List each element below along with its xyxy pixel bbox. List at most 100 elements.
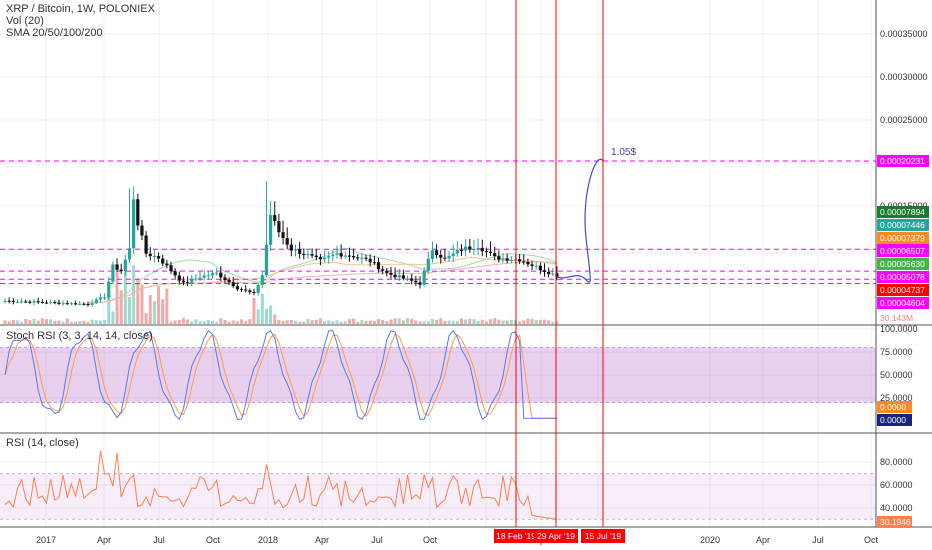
candle (239, 287, 244, 293)
candle-body (165, 263, 169, 266)
candle-body (331, 254, 335, 257)
candle-body (140, 225, 144, 236)
volume-bar (36, 320, 40, 324)
volume-bar (252, 298, 256, 324)
stoch-value-box (877, 414, 912, 426)
candle-body (277, 221, 281, 233)
candle-body (161, 258, 165, 264)
event-marker-text: 18 Feb '19 (496, 531, 536, 541)
candle-body (15, 301, 20, 303)
candle (181, 276, 186, 286)
candle-body (327, 256, 331, 258)
event-marker-box (494, 529, 538, 543)
chart-title: XRP / Bitcoin, 1W, POLONIEX (6, 3, 155, 15)
volume-bar (493, 318, 497, 324)
candle-body (32, 301, 36, 303)
candle (526, 258, 530, 268)
candle-body (480, 247, 484, 252)
candle (140, 220, 144, 241)
candle (215, 268, 219, 276)
candle-body (136, 199, 140, 226)
price-label-box (877, 219, 929, 231)
candle-body (127, 248, 132, 260)
candle (302, 248, 306, 260)
volume-bar (128, 297, 131, 324)
candle (314, 249, 318, 261)
candle-body (410, 278, 414, 281)
candle (227, 277, 231, 285)
volume-bar (161, 299, 165, 324)
candle (53, 300, 57, 305)
x-tick-label: 2018 (258, 535, 278, 545)
candle-body (78, 303, 82, 305)
candle (190, 274, 194, 287)
price-label: 0.00004604 (877, 297, 929, 309)
x-tick-label: Apr (756, 535, 770, 545)
volume-bar (53, 320, 57, 324)
stoch-value-text: 0.0000 (880, 402, 906, 412)
candle-body (435, 250, 439, 255)
candle (244, 285, 248, 293)
volume-bar (443, 320, 447, 324)
candles[interactable] (3, 181, 559, 308)
candle (493, 246, 497, 261)
candle (20, 297, 24, 304)
candle-body (194, 278, 198, 280)
horizontal-levels (0, 160, 876, 285)
volume-bar (306, 319, 310, 324)
volume-bar (314, 319, 318, 324)
sma-20-line (87, 247, 558, 304)
candle-body (132, 199, 136, 249)
candle (376, 257, 381, 273)
candle-body (443, 257, 447, 259)
candle (86, 301, 90, 307)
stoch-legend: Stoch RSI (3, 3, 14, 14, close) (6, 330, 153, 342)
candle (123, 254, 127, 276)
volume-bar (11, 320, 15, 324)
candle (3, 298, 7, 304)
candle-body (343, 255, 347, 257)
rsi-value-label: 30.1946 (877, 516, 912, 528)
volume-bar (28, 320, 32, 324)
volume-bar (90, 319, 94, 324)
volume-bar (547, 320, 551, 324)
volume-bars (3, 265, 559, 324)
candle (273, 201, 277, 226)
candle (509, 255, 513, 264)
volume-bar (418, 321, 422, 324)
volume-bar (198, 321, 202, 324)
candle-body (256, 284, 260, 293)
candle-body (551, 273, 555, 275)
candle (107, 276, 111, 301)
x-tick-label: Jul (371, 535, 383, 545)
axis-labels: 2017AprJulOct2018AprJulOctAprJul2020AprJ… (36, 29, 929, 545)
candle-body (111, 264, 115, 282)
volume-bar (335, 320, 339, 324)
candle (49, 299, 53, 305)
candle (405, 275, 410, 282)
candle-body (244, 289, 248, 291)
stoch-d-line (4, 333, 557, 419)
candle-body (335, 253, 339, 255)
price-label: 0.00007446 (877, 219, 929, 231)
candle-body (306, 254, 310, 256)
candle-body (534, 265, 538, 267)
volume-bar (327, 320, 331, 324)
candle (538, 262, 542, 275)
candle-body (522, 261, 526, 263)
candle (235, 282, 239, 292)
candle (343, 251, 347, 259)
candle (322, 250, 327, 263)
candle (248, 288, 252, 295)
candle (360, 252, 364, 264)
volume-bar (302, 321, 306, 324)
volume-bar (460, 318, 463, 324)
volume-bar (294, 320, 297, 324)
volume-bar (331, 321, 335, 324)
candle-body (227, 280, 231, 283)
stoch-value-text: 0.0000 (880, 415, 906, 425)
candle (518, 254, 522, 265)
volume-bar (32, 319, 36, 324)
volume-bar (103, 319, 107, 324)
